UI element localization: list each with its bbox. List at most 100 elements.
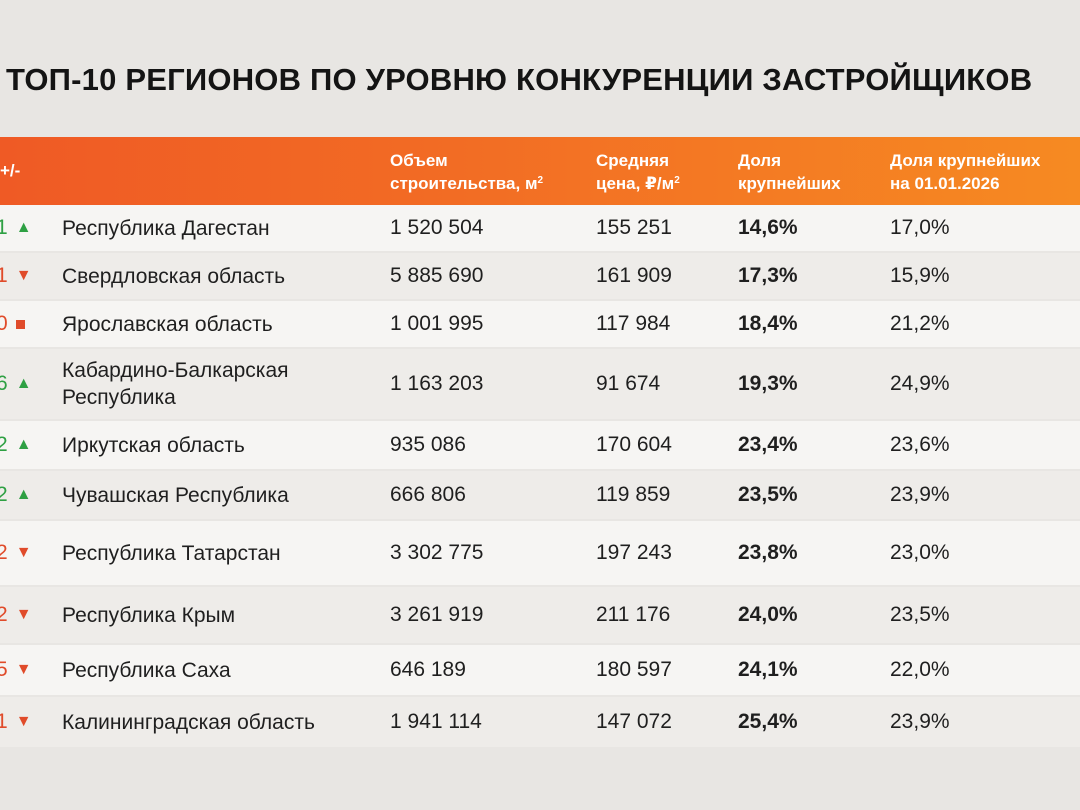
table-body: 1 ▲ Республика Дагестан 1 520 504 155 251 14,… xyxy=(0,205,1080,749)
region-cell-text: Республика Дагестан xyxy=(62,216,270,240)
share-cell: 25,4% xyxy=(738,697,798,747)
region-cell-text: Свердловская область xyxy=(62,264,286,288)
region-cell-text: Республика Крым xyxy=(62,603,236,627)
table-row: 0 Ярославская область 1 001 995 117 984 18,4… xyxy=(0,301,1080,349)
region-cell: Республика Крым xyxy=(62,587,372,643)
price-cell: 170 604 xyxy=(596,421,672,469)
share-cell: 17,3% xyxy=(738,253,798,299)
region-cell: Кабардино-Балкарская Республика xyxy=(62,349,372,419)
change-value: 6 xyxy=(0,372,8,395)
header-volume-line2: строительства, м xyxy=(390,174,538,193)
volume-cell: 646 189 xyxy=(390,645,466,695)
header-share26-line2: на 01.01.2026 xyxy=(890,174,1000,193)
volume-cell-text: 1 520 504 xyxy=(390,216,484,239)
region-cell: Калининградская область xyxy=(62,697,372,747)
triangle-up-icon: ▲ xyxy=(15,375,32,392)
price-cell: 91 674 xyxy=(596,349,660,419)
regions-table: +/- Объем строительства, м2 Средняя цена… xyxy=(0,137,1080,749)
change-value: 1 xyxy=(0,216,8,239)
change-cell: 2 ▼ xyxy=(0,521,55,585)
volume-cell: 3 302 775 xyxy=(390,521,483,585)
header-price-sup: 2 xyxy=(674,175,680,186)
volume-cell: 1 941 114 xyxy=(390,697,482,747)
share26-cell: 23,0% xyxy=(890,521,950,585)
volume-cell-text: 3 302 775 xyxy=(390,541,484,564)
share26-cell-text: 23,0% xyxy=(890,541,950,564)
header-volume-line1: Объем xyxy=(390,151,448,170)
change-value: 2 xyxy=(0,541,8,564)
change-cell: 1 ▼ xyxy=(0,253,55,299)
price-cell-text: 161 909 xyxy=(596,264,672,287)
share26-cell: 23,5% xyxy=(890,587,950,643)
share26-cell-text: 23,9% xyxy=(890,710,950,733)
triangle-down-icon: ▼ xyxy=(15,713,32,730)
share-cell: 23,4% xyxy=(738,421,798,469)
header-volume-sup: 2 xyxy=(537,175,544,186)
triangle-down-icon: ▼ xyxy=(15,544,32,561)
table-row: 1 ▼ Калининградская область 1 941 114 147 07… xyxy=(0,697,1080,749)
volume-cell-text: 3 261 919 xyxy=(390,603,484,626)
price-cell-text: 155 251 xyxy=(596,216,672,239)
change-cell: 6 ▲ xyxy=(0,349,55,419)
region-cell: Республика Татарстан xyxy=(62,521,372,585)
price-cell-text: 117 984 xyxy=(596,312,671,335)
header-price-line1: Средняя xyxy=(596,151,670,170)
table-row: 2 ▼ Республика Крым 3 261 919 211 176 24,0% 23… xyxy=(0,587,1080,645)
table-row: 2 ▲ Чувашская Республика 666 806 119 859 23,5… xyxy=(0,471,1080,521)
share26-cell-text: 15,9% xyxy=(890,264,950,287)
price-cell-text: 119 859 xyxy=(596,483,671,506)
share26-cell-text: 24,9% xyxy=(890,372,950,395)
triangle-up-icon: ▲ xyxy=(15,219,32,236)
share-cell: 14,6% xyxy=(738,205,798,251)
change-cell: 2 ▲ xyxy=(0,421,55,469)
square-icon xyxy=(15,319,25,329)
share26-cell: 23,9% xyxy=(890,697,950,747)
price-cell: 161 909 xyxy=(596,253,672,299)
change-value: 2 xyxy=(0,433,8,456)
volume-cell-text: 1 163 203 xyxy=(390,372,484,395)
volume-cell-text: 1 941 114 xyxy=(390,710,482,733)
table-row: 2 ▼ Республика Татарстан 3 302 775 197 243 23… xyxy=(0,521,1080,587)
share26-cell: 23,9% xyxy=(890,471,950,519)
volume-cell: 1 163 203 xyxy=(390,349,483,419)
region-cell: Иркутская область xyxy=(62,421,372,469)
volume-cell: 1 001 995 xyxy=(390,301,483,347)
header-price: Средняя цена, ₽/м2 xyxy=(596,149,680,195)
share26-cell: 23,6% xyxy=(890,421,950,469)
region-cell-text: Республика Татарстан xyxy=(62,541,281,565)
share-cell: 24,0% xyxy=(738,587,798,643)
share-cell: 23,8% xyxy=(738,521,798,585)
change-cell: 0 xyxy=(0,301,55,347)
region-cell-text: Иркутская область xyxy=(62,433,245,457)
share26-cell-text: 21,2% xyxy=(890,312,950,335)
share26-cell-text: 23,9% xyxy=(890,483,950,506)
share-cell: 18,4% xyxy=(738,301,798,347)
share-cell-text: 23,5% xyxy=(738,483,798,506)
table-row: 6 ▲ Кабардино-Балкарская Республика 1 163 2… xyxy=(0,349,1080,421)
share-cell: 19,3% xyxy=(738,349,798,419)
volume-cell-text: 5 885 690 xyxy=(390,264,484,287)
share26-cell: 24,9% xyxy=(890,349,950,419)
share-cell-text: 23,8% xyxy=(738,541,798,564)
volume-cell: 666 806 xyxy=(390,471,466,519)
share-cell-text: 14,6% xyxy=(738,216,798,239)
price-cell: 147 072 xyxy=(596,697,672,747)
region-cell-text: Ярославская область xyxy=(62,312,273,336)
triangle-down-icon: ▼ xyxy=(15,661,32,678)
share-cell-text: 23,4% xyxy=(738,433,798,456)
volume-cell: 935 086 xyxy=(390,421,466,469)
volume-cell: 1 520 504 xyxy=(390,205,483,251)
change-cell: 5 ▼ xyxy=(0,645,55,695)
triangle-up-icon: ▲ xyxy=(15,436,32,453)
volume-cell-text: 1 001 995 xyxy=(390,312,484,335)
table-row: 1 ▼ Свердловская область 5 885 690 161 909 17… xyxy=(0,253,1080,301)
region-cell: Республика Дагестан xyxy=(62,205,372,251)
region-cell-text: Чувашская Республика xyxy=(62,483,289,507)
region-cell-text: Республика Саха xyxy=(62,658,231,682)
header-share-line1: Доля xyxy=(738,151,781,170)
share-cell-text: 18,4% xyxy=(738,312,798,335)
share26-cell-text: 22,0% xyxy=(890,658,950,681)
region-cell: Чувашская Республика xyxy=(62,471,372,519)
volume-cell-text: 646 189 xyxy=(390,658,466,681)
price-cell: 155 251 xyxy=(596,205,672,251)
